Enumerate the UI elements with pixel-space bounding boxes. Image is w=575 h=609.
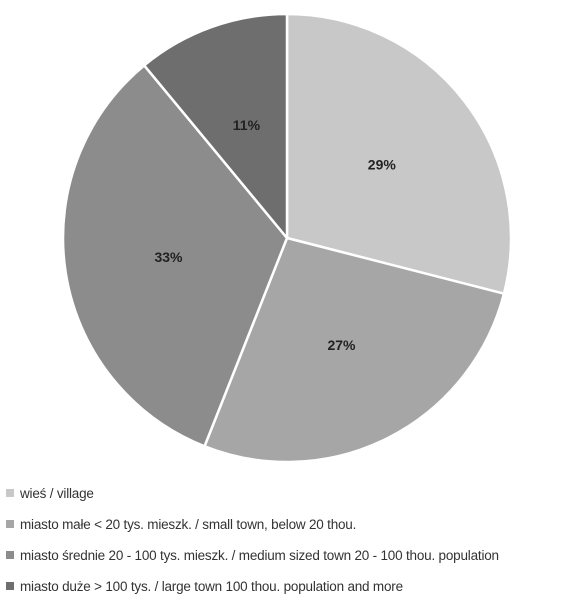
pie-slice-large-town	[142, 12, 289, 240]
legend-swatch-small-town	[6, 520, 14, 528]
legend: wieś / village miasto małe < 20 tys. mie…	[6, 485, 571, 609]
legend-label-small-town: miasto małe < 20 tys. mieszk. / small to…	[20, 516, 357, 532]
pie-slices	[61, 12, 513, 464]
slice-label-medium-town: 33%	[154, 249, 183, 265]
legend-swatch-large-town	[6, 582, 14, 590]
legend-item-village: wieś / village	[6, 485, 571, 501]
slice-labels: 29% 27% 33% 11%	[154, 117, 396, 353]
legend-item-medium-town: miasto średnie 20 - 100 tys. mieszk. / m…	[6, 547, 571, 563]
legend-swatch-village	[6, 489, 14, 497]
slice-label-large-town: 11%	[233, 117, 261, 133]
pie-chart: 29% 27% 33% 11%	[61, 12, 513, 464]
legend-item-large-town: miasto duże > 100 tys. / large town 100 …	[6, 578, 571, 594]
legend-label-large-town: miasto duże > 100 tys. / large town 100 …	[20, 578, 403, 594]
legend-swatch-medium-town	[6, 551, 14, 559]
pie-slice-village	[285, 12, 513, 295]
legend-label-village: wieś / village	[20, 485, 94, 501]
slice-label-small-town: 27%	[327, 337, 356, 353]
slice-label-village: 29%	[368, 157, 397, 173]
legend-label-medium-town: miasto średnie 20 - 100 tys. mieszk. / m…	[20, 547, 499, 563]
pie-slice-small-town	[203, 236, 506, 464]
pie-slice-medium-town	[61, 64, 289, 448]
legend-item-small-town: miasto małe < 20 tys. mieszk. / small to…	[6, 516, 571, 532]
